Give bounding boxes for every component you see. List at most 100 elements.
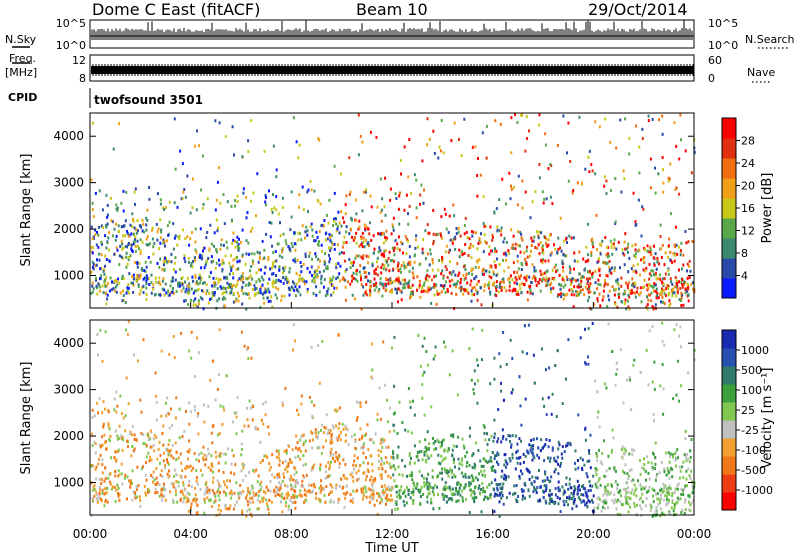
power-cbar-tick-label: 4: [741, 270, 748, 283]
power-echo-cell: [230, 289, 233, 293]
velocity-echo-cell: [286, 470, 289, 473]
power-echo-cell: [684, 149, 687, 153]
velocity-echo-cell: [217, 373, 220, 377]
velocity-echo-cell: [223, 480, 225, 484]
power-echo-cell: [625, 247, 628, 251]
velocity-echo-cell: [107, 476, 110, 480]
velocity-echo-cell: [343, 505, 346, 509]
velocity-echo-cell: [666, 467, 669, 470]
velocity-echo-cell: [243, 424, 246, 428]
velocity-echo-cell: [524, 482, 526, 485]
velocity-echo-cell: [434, 440, 437, 443]
power-echo-cell: [225, 240, 228, 244]
power-echo-cell: [383, 249, 386, 253]
power-echo-cell: [608, 266, 611, 270]
power-echo-cell: [254, 292, 257, 296]
velocity-echo-cell: [173, 356, 176, 360]
velocity-echo-cell: [260, 480, 263, 484]
velocity-echo-cell: [476, 358, 479, 362]
velocity-echo-cell: [277, 449, 280, 453]
velocity-echo-cell: [293, 473, 296, 477]
power-echo-cell: [399, 281, 402, 285]
velocity-echo-cell: [685, 469, 688, 473]
power-echo-cell: [260, 268, 262, 272]
velocity-echo-cell: [505, 363, 508, 366]
velocity-echo-cell: [154, 491, 157, 495]
power-echo-cell: [521, 206, 524, 210]
power-echo-cell: [516, 203, 519, 207]
power-echo-cell: [627, 270, 630, 274]
power-echo-cell: [355, 272, 358, 276]
velocity-echo-cell: [616, 487, 619, 491]
power-echo-cell: [106, 213, 109, 217]
power-echo-cell: [228, 285, 231, 289]
velocity-echo-cell: [114, 500, 117, 504]
velocity-echo-cell: [136, 359, 139, 363]
power-echo-cell: [387, 256, 390, 260]
power-echo-cell: [333, 191, 336, 195]
power-echo-cell: [281, 206, 284, 209]
power-echo-cell: [159, 218, 162, 222]
power-echo-cell: [540, 231, 543, 235]
velocity-echo-cell: [180, 497, 183, 501]
power-echo-cell: [395, 291, 398, 295]
velocity-echo-cell: [224, 483, 227, 487]
velocity-echo-cell: [290, 487, 293, 491]
velocity-echo-cell: [194, 486, 196, 490]
power-echo-cell: [344, 278, 347, 282]
power-echo-cell: [601, 239, 604, 243]
power-echo-cell: [188, 282, 191, 286]
power-echo-cell: [387, 282, 390, 286]
power-echo-cell: [98, 258, 101, 262]
power-echo-cell: [678, 298, 681, 301]
power-echo-cell: [273, 260, 276, 263]
velocity-echo-cell: [310, 345, 313, 349]
power-echo-cell: [526, 245, 528, 249]
power-echo-cell: [450, 291, 453, 295]
power-echo-cell: [605, 179, 608, 183]
power-echo-cell: [355, 241, 358, 245]
power-echo-cell: [501, 279, 504, 283]
power-echo-cell: [433, 293, 436, 297]
power-echo-cell: [629, 291, 632, 295]
power-echo-cell: [662, 282, 665, 286]
power-echo-cell: [658, 262, 661, 266]
velocity-echo-cell: [501, 486, 504, 490]
power-echo-cell: [131, 225, 134, 229]
velocity-echo-cell: [691, 484, 694, 488]
power-echo-cell: [514, 247, 517, 251]
velocity-echo-cell: [484, 438, 487, 442]
power-echo-cell: [382, 232, 385, 235]
power-echo-cell: [599, 283, 602, 287]
power-echo-cell: [263, 149, 266, 153]
velocity-echo-cell: [622, 401, 625, 405]
power-echo-cell: [549, 253, 552, 257]
power-echo-cell: [227, 286, 230, 290]
power-echo-cell: [309, 179, 312, 183]
velocity-echo-cell: [586, 495, 589, 499]
velocity-echo-cell: [641, 486, 644, 490]
velocity-echo-cell: [289, 499, 292, 502]
velocity-echo-cell: [315, 492, 318, 496]
power-echo-cell: [558, 273, 561, 277]
power-echo-cell: [577, 292, 580, 296]
power-echo-cell: [316, 275, 319, 279]
velocity-echo-cell: [643, 487, 646, 491]
velocity-echo-cell: [262, 402, 265, 406]
power-echo-cell: [304, 252, 307, 256]
power-echo-cell: [115, 234, 118, 238]
power-echo-cell: [194, 276, 197, 280]
velocity-echo-cell: [125, 376, 128, 380]
power-echo-cell: [431, 278, 433, 282]
power-echo-cell: [518, 283, 521, 287]
power-echo-cell: [278, 265, 281, 269]
power-echo-cell: [339, 279, 342, 283]
velocity-echo-cell: [278, 475, 281, 479]
velocity-cells: [90, 320, 696, 518]
power-echo-cell: [202, 281, 205, 285]
velocity-echo-cell: [296, 495, 299, 498]
velocity-echo-cell: [688, 460, 691, 464]
velocity-echo-cell: [127, 320, 130, 324]
power-echo-cell: [499, 281, 502, 284]
power-echo-cell: [269, 299, 272, 303]
